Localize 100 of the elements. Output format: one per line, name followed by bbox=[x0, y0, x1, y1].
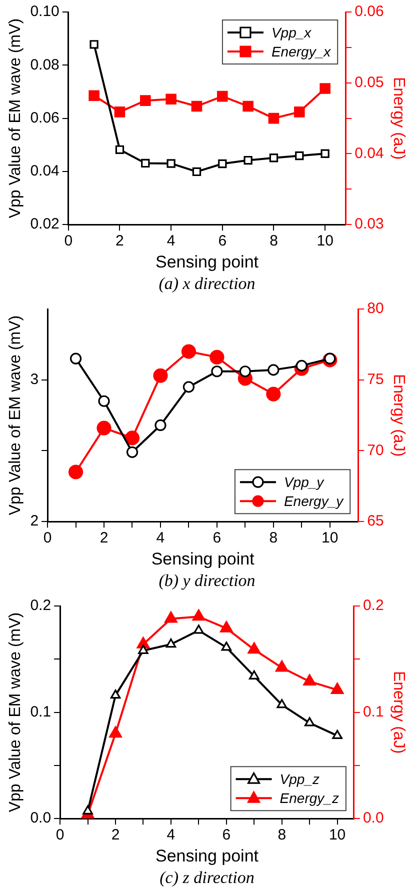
x-axis-title: Sensing point bbox=[151, 549, 255, 568]
point bbox=[68, 464, 84, 480]
point bbox=[221, 642, 232, 651]
point bbox=[126, 446, 138, 458]
y2-tick-label: 80 bbox=[367, 300, 384, 318]
point bbox=[320, 83, 330, 94]
point bbox=[138, 644, 148, 654]
y2-tick-label: 0.2 bbox=[362, 597, 384, 614]
y2-tick-label: 70 bbox=[367, 442, 384, 459]
x-axis-title: Sensing point bbox=[155, 846, 259, 866]
y2-axis-title: Energy (aJ) bbox=[390, 76, 407, 160]
point bbox=[182, 381, 195, 393]
y-axis-title: Vpp Value of EM wave (mV) bbox=[7, 612, 24, 812]
legend-label: Vpp_x bbox=[271, 24, 312, 40]
y-tick-label: 2 bbox=[30, 512, 39, 530]
point bbox=[268, 364, 280, 376]
point bbox=[109, 726, 122, 738]
y2-tick-label: 0.0 bbox=[362, 810, 384, 827]
x-tick-label: 0 bbox=[56, 826, 64, 844]
y2-tick-label: 0.04 bbox=[354, 144, 384, 162]
y-tick-label: 0.08 bbox=[30, 56, 60, 74]
point bbox=[153, 368, 168, 383]
y-tick-label: 0.04 bbox=[30, 162, 60, 180]
x-tick-label: 4 bbox=[156, 530, 165, 547]
y2-tick-label: 0.1 bbox=[362, 703, 384, 720]
legend-label: Energy_y bbox=[284, 492, 344, 509]
point bbox=[268, 112, 280, 124]
point bbox=[82, 805, 93, 814]
point bbox=[141, 158, 150, 168]
legend-label: Energy_z bbox=[280, 790, 339, 806]
point bbox=[124, 430, 140, 446]
point bbox=[114, 106, 126, 118]
point bbox=[194, 624, 204, 634]
point bbox=[164, 611, 178, 623]
x-tick-label: 2 bbox=[100, 530, 108, 547]
point bbox=[140, 95, 151, 106]
point bbox=[192, 609, 206, 621]
point bbox=[218, 159, 227, 168]
point bbox=[330, 682, 344, 694]
point bbox=[332, 730, 342, 739]
point bbox=[242, 100, 254, 112]
point bbox=[294, 106, 305, 118]
point bbox=[191, 100, 202, 112]
x-tick-label: 0 bbox=[64, 232, 73, 250]
y-tick-label: 3 bbox=[30, 371, 39, 388]
point bbox=[115, 145, 124, 154]
point bbox=[244, 156, 252, 165]
point bbox=[98, 395, 110, 407]
point bbox=[266, 386, 281, 402]
x-axis-title: Sensing point bbox=[155, 252, 259, 272]
point bbox=[166, 94, 176, 105]
point bbox=[275, 660, 288, 672]
legend-label: Vpp_z bbox=[280, 770, 320, 787]
y-tick-label: 0.02 bbox=[30, 216, 60, 233]
y-tick-label: 0.06 bbox=[30, 109, 60, 126]
point bbox=[166, 159, 176, 168]
x-tick-label: 4 bbox=[166, 826, 176, 844]
x-tick-label: 8 bbox=[269, 530, 278, 547]
point bbox=[154, 419, 166, 432]
point bbox=[192, 167, 202, 176]
y-tick-label: 0.10 bbox=[30, 3, 60, 20]
point bbox=[296, 360, 308, 372]
y2-tick-label: 0.05 bbox=[354, 74, 384, 92]
point bbox=[110, 689, 121, 699]
point bbox=[239, 366, 251, 378]
point bbox=[248, 642, 261, 654]
text: (a) x direction bbox=[158, 273, 256, 295]
point bbox=[211, 366, 223, 378]
x-tick-label: 2 bbox=[116, 232, 124, 250]
y2-tick-label: 65 bbox=[367, 512, 384, 530]
x-tick-label: 6 bbox=[218, 232, 227, 250]
legend-label: Vpp_y bbox=[284, 474, 325, 490]
point bbox=[269, 154, 278, 162]
x-tick-label: 10 bbox=[328, 826, 346, 844]
y2-tick-label: 75 bbox=[367, 371, 384, 388]
point bbox=[210, 350, 224, 364]
y-tick-label: 0.0 bbox=[30, 810, 52, 827]
text: (b) y direction bbox=[158, 570, 256, 592]
point bbox=[303, 674, 316, 686]
point bbox=[320, 149, 330, 158]
point bbox=[88, 90, 100, 102]
point bbox=[70, 352, 82, 364]
y-axis-title: Vpp Value of EM wave (mV) bbox=[7, 315, 24, 516]
x-tick-label: 10 bbox=[316, 232, 334, 250]
point bbox=[181, 344, 196, 359]
y2-axis-title: Energy (aJ) bbox=[390, 374, 407, 457]
x-tick-label: 0 bbox=[43, 530, 52, 547]
legend-label: Energy_x bbox=[271, 43, 332, 60]
x-tick-label: 8 bbox=[270, 232, 278, 250]
y2-tick-label: 0.03 bbox=[354, 216, 384, 233]
x-tick-label: 6 bbox=[222, 826, 231, 844]
point bbox=[249, 670, 260, 680]
point bbox=[96, 420, 112, 436]
point bbox=[217, 90, 228, 102]
point bbox=[166, 638, 176, 648]
point bbox=[276, 699, 287, 708]
y2-axis-title: Energy (aJ) bbox=[390, 670, 407, 754]
point bbox=[304, 717, 315, 726]
point bbox=[324, 352, 336, 364]
y-tick-label: 0.1 bbox=[30, 703, 52, 720]
